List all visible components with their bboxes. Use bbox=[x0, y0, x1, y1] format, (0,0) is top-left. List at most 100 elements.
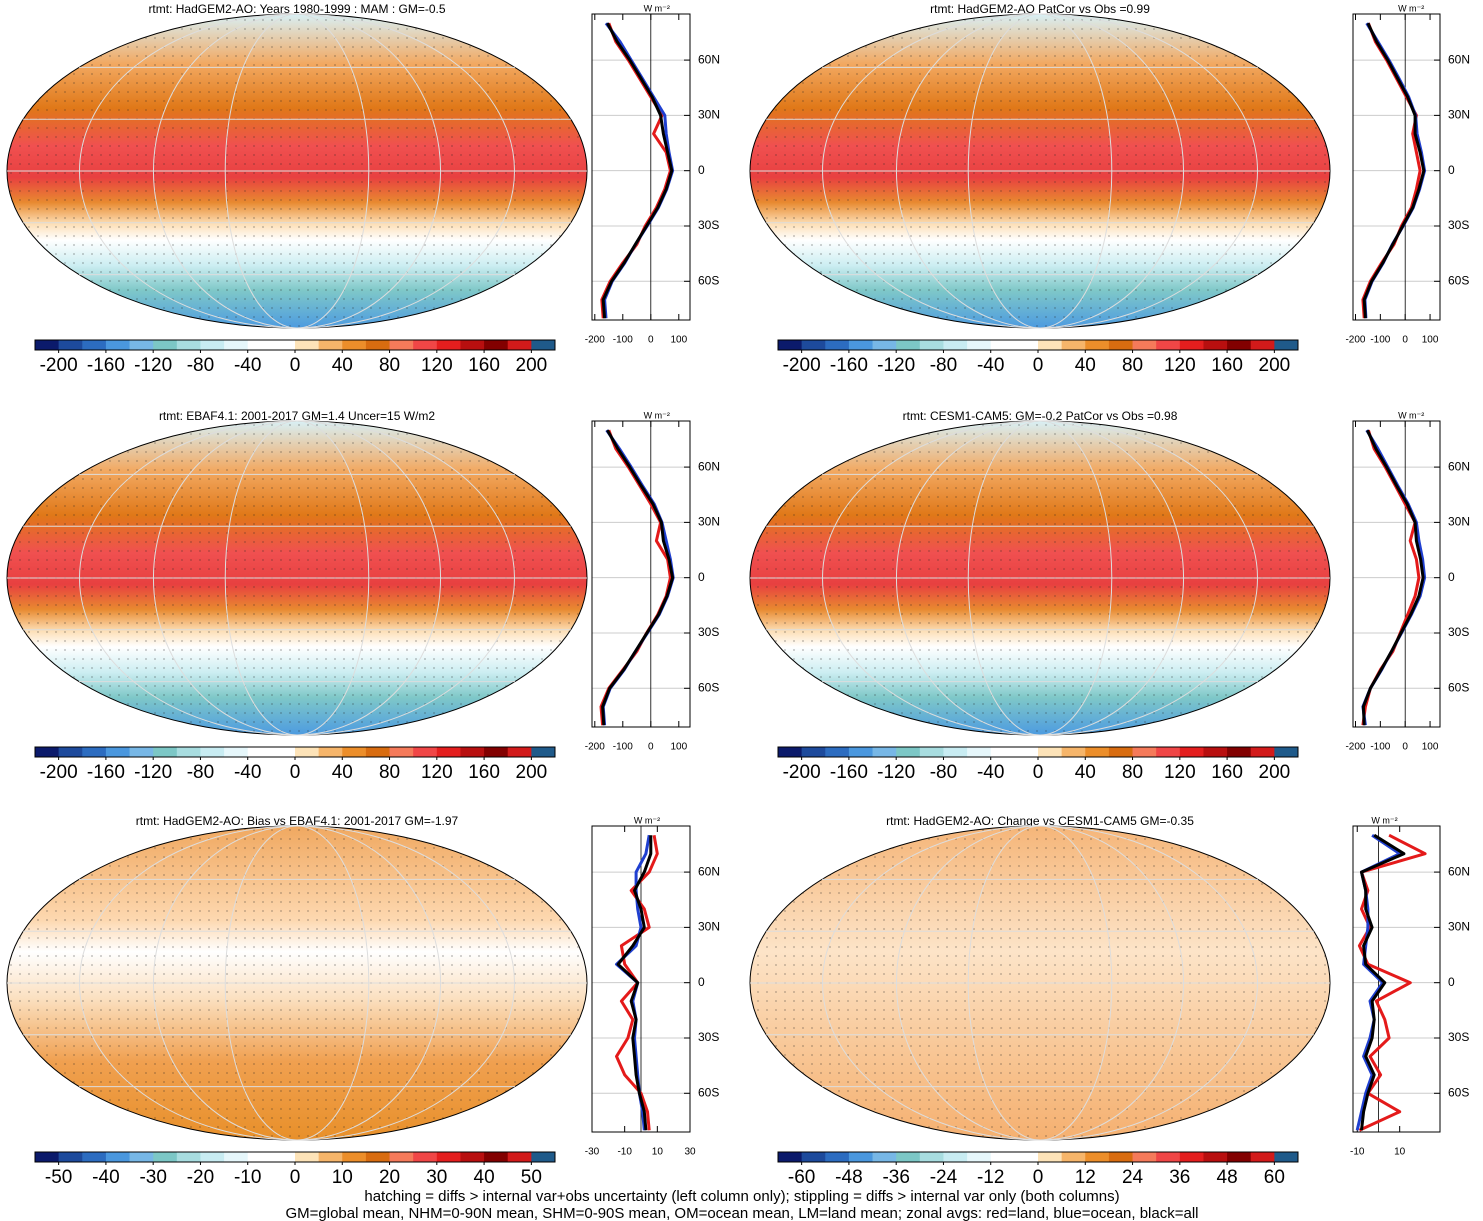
colorbar-label: -120 bbox=[877, 762, 915, 783]
colorbar-swatch bbox=[1085, 340, 1110, 350]
colorbar-label: 30 bbox=[426, 1167, 447, 1188]
colorbar-label: -160 bbox=[830, 355, 868, 376]
colorbar-swatch bbox=[778, 747, 803, 757]
colorbar-swatch bbox=[896, 747, 921, 757]
x-tick-label: -10 bbox=[617, 1147, 632, 1158]
colorbar-swatch bbox=[1156, 340, 1181, 350]
colorbar-swatch bbox=[413, 340, 438, 350]
footnote: hatching = diffs > internal var+obs unce… bbox=[364, 1188, 1119, 1205]
zonal-line bbox=[601, 22, 674, 319]
colorbar-swatch bbox=[1132, 340, 1157, 350]
colorbar-swatch bbox=[1227, 340, 1252, 350]
profile-frame bbox=[591, 420, 691, 728]
colorbar-label: 40 bbox=[332, 762, 353, 783]
colorbar-label: 0 bbox=[1033, 355, 1044, 376]
colorbar-swatch bbox=[801, 747, 826, 757]
colorbar-swatch bbox=[1132, 747, 1157, 757]
colorbar-swatch bbox=[271, 340, 296, 350]
colorbar-swatch bbox=[1179, 340, 1204, 350]
y-tick-label: 30S bbox=[1448, 625, 1469, 639]
colorbar-label: -40 bbox=[977, 762, 1004, 783]
colorbar-swatch bbox=[365, 1152, 391, 1162]
colorbar-swatch bbox=[848, 747, 874, 757]
colorbar-swatch bbox=[825, 747, 850, 757]
colorbar-swatch bbox=[990, 340, 1015, 350]
colorbar-label: -40 bbox=[92, 1167, 119, 1188]
colorbar-label: 40 bbox=[474, 1167, 495, 1188]
colorbar-swatch bbox=[35, 1152, 60, 1162]
colorbar-swatch bbox=[365, 747, 391, 757]
y-tick-label: 30N bbox=[698, 920, 720, 934]
zonal-line bbox=[601, 429, 675, 726]
colorbar-swatch bbox=[919, 340, 944, 350]
colorbar-swatch bbox=[872, 1152, 897, 1162]
colorbar-swatch bbox=[1014, 1152, 1039, 1162]
colorbar-swatch bbox=[1250, 1152, 1275, 1162]
y-tick-label: 60S bbox=[698, 273, 719, 287]
colorbar-label: 24 bbox=[1122, 1167, 1144, 1188]
colorbar-swatch bbox=[1156, 1152, 1181, 1162]
x-tick-label: 0 bbox=[648, 335, 654, 346]
colorbar-swatch bbox=[342, 747, 367, 757]
y-tick-label: 60N bbox=[1448, 864, 1470, 878]
colorbar-swatch bbox=[1061, 747, 1086, 757]
colorbar-label: 160 bbox=[1211, 762, 1243, 783]
colorbar-swatch bbox=[224, 747, 249, 757]
colorbar-swatch bbox=[224, 340, 249, 350]
colorbar-swatch bbox=[825, 340, 850, 350]
colorbar-label: 40 bbox=[1075, 355, 1096, 376]
x-tick-label: -30 bbox=[585, 1147, 600, 1158]
y-tick-label: 30S bbox=[698, 625, 719, 639]
profile-frame bbox=[1352, 420, 1441, 728]
colorbar-swatch bbox=[1061, 1152, 1086, 1162]
colorbar-label: -20 bbox=[187, 1167, 214, 1188]
colorbar-swatch bbox=[365, 340, 391, 350]
x-tick-label: -100 bbox=[1370, 335, 1390, 346]
y-tick-label: 60N bbox=[698, 864, 720, 878]
colorbar-swatch bbox=[200, 747, 225, 757]
colorbar-label: 0 bbox=[290, 1167, 301, 1188]
colorbar-label: -36 bbox=[882, 1167, 909, 1188]
colorbar-swatch bbox=[1250, 340, 1275, 350]
profile-frame bbox=[1352, 825, 1441, 1133]
colorbar-swatch bbox=[1179, 1152, 1204, 1162]
colorbar-swatch bbox=[1274, 340, 1299, 350]
colorbar-label: 0 bbox=[1033, 1167, 1044, 1188]
colorbar-swatch bbox=[1156, 747, 1181, 757]
colorbar-label: -160 bbox=[87, 762, 125, 783]
colorbar-swatch bbox=[507, 1152, 532, 1162]
y-tick-label: 60N bbox=[1448, 459, 1470, 473]
colorbar-label: -12 bbox=[977, 1167, 1004, 1188]
colorbar-swatch bbox=[413, 1152, 438, 1162]
colorbar-swatch bbox=[1014, 340, 1039, 350]
colorbar-label: 0 bbox=[1033, 762, 1044, 783]
unit-label: W m⁻² bbox=[1398, 410, 1424, 420]
colorbar-swatch bbox=[153, 1152, 178, 1162]
colorbar-swatch bbox=[105, 340, 131, 350]
colorbar-swatch bbox=[247, 1152, 272, 1162]
colorbar-label: -120 bbox=[134, 762, 172, 783]
colorbar-swatch bbox=[778, 340, 803, 350]
y-tick-label: 60S bbox=[698, 1085, 719, 1099]
panel-title: rtmt: EBAF4.1: 2001-2017 GM=1.4 Uncer=15… bbox=[159, 409, 435, 423]
colorbar-swatch bbox=[872, 340, 897, 350]
colorbar-swatch bbox=[1179, 747, 1204, 757]
colorbar-swatch bbox=[1014, 747, 1039, 757]
colorbar-label: -120 bbox=[134, 355, 172, 376]
y-tick-label: 30N bbox=[698, 108, 720, 122]
colorbar-swatch bbox=[1038, 747, 1063, 757]
y-tick-label: 60N bbox=[698, 52, 720, 66]
y-tick-label: 0 bbox=[1448, 975, 1455, 989]
colorbar-swatch bbox=[200, 1152, 225, 1162]
colorbar-swatch bbox=[1203, 340, 1228, 350]
footnote: GM=global mean, NHM=0-90N mean, SHM=0-90… bbox=[285, 1205, 1198, 1221]
colorbar-swatch bbox=[82, 747, 107, 757]
y-tick-label: 0 bbox=[698, 570, 705, 584]
x-tick-label: 100 bbox=[1422, 335, 1439, 346]
colorbar-label: 80 bbox=[379, 355, 400, 376]
colorbar-swatch bbox=[318, 1152, 343, 1162]
colorbar-label: 60 bbox=[1264, 1167, 1285, 1188]
x-tick-label: -100 bbox=[1370, 742, 1390, 753]
colorbar-label: 40 bbox=[332, 355, 353, 376]
